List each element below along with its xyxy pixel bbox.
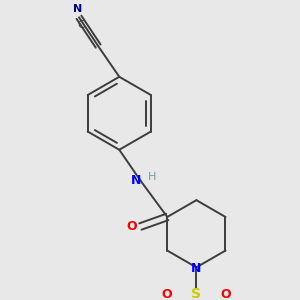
Text: O: O [221,288,231,300]
Text: N: N [131,174,142,187]
Text: O: O [126,220,137,233]
Text: O: O [161,288,172,300]
Text: H: H [148,172,156,182]
Text: N: N [191,262,202,275]
Text: N: N [74,4,82,14]
Text: S: S [191,287,201,300]
Text: C: C [77,20,85,30]
